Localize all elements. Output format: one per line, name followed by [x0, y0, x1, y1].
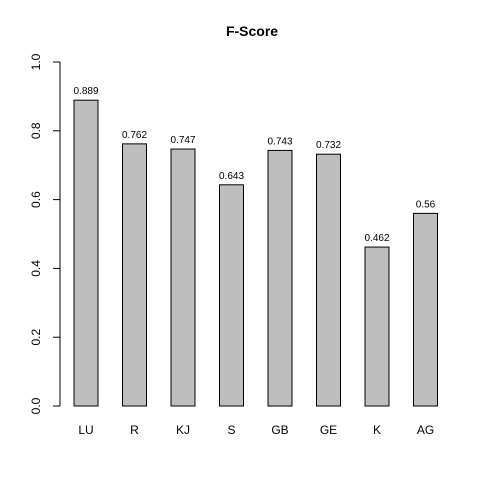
x-tick-label: LU — [78, 423, 93, 437]
bar-ag — [413, 212, 438, 407]
bar-kj — [170, 148, 196, 407]
x-tick-label: GB — [271, 423, 288, 437]
bar-value-label: 0.747 — [170, 135, 195, 146]
chart-title: F-Score — [226, 23, 278, 39]
bar-value-label: 0.762 — [122, 130, 147, 141]
x-tick-label: R — [130, 423, 139, 437]
y-tick-label: 0.0 — [29, 397, 43, 414]
y-tick-label: 1.0 — [29, 53, 43, 70]
value-labels-group: 0.889 0.762 0.747 0.643 0.743 0.732 0.462 0.56 — [73, 86, 435, 244]
bars-group — [73, 99, 438, 407]
bar-ge — [316, 153, 341, 407]
bar-s — [219, 184, 244, 407]
bar-k — [364, 246, 390, 407]
bar-lu — [73, 99, 99, 407]
y-tick-label: 0.8 — [29, 122, 43, 139]
bar-value-label: 0.643 — [219, 171, 244, 182]
y-tick-label: 0.6 — [29, 191, 43, 208]
y-tick-label: 0.4 — [29, 260, 43, 277]
x-tick-labels-group: LU R KJ S GB GE K AG — [78, 423, 434, 437]
bar-gb — [267, 149, 293, 407]
x-tick-label: S — [227, 423, 235, 437]
y-axis: 0.0 0.2 0.4 0.6 0.8 1.0 — [29, 53, 61, 414]
bar-r — [122, 143, 147, 407]
bar-value-label: 0.743 — [267, 136, 292, 147]
x-tick-label: AG — [417, 423, 434, 437]
bar-value-label: 0.462 — [364, 233, 389, 244]
x-tick-label: GE — [320, 423, 337, 437]
bar-value-label: 0.732 — [316, 140, 341, 151]
bar-value-label: 0.56 — [416, 199, 436, 210]
bar-value-label: 0.889 — [73, 86, 98, 97]
x-tick-label: KJ — [176, 423, 190, 437]
y-tick-label: 0.2 — [29, 329, 43, 346]
x-tick-label: K — [373, 423, 381, 437]
